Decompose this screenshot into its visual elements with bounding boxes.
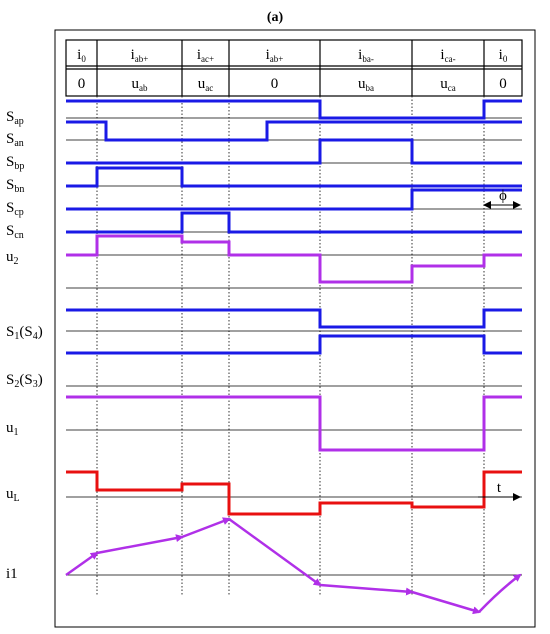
signal-label-sbp: Sbp [6, 154, 24, 172]
time-axis: t [478, 480, 521, 501]
interval-current-label: i0 [499, 47, 508, 64]
wave-i1-segment [228, 517, 322, 587]
outer-frame [54, 29, 536, 628]
interval-current-label: iac+ [197, 47, 214, 64]
wave-s2s3 [66, 334, 522, 355]
interval-voltage-label: 0 [499, 76, 507, 92]
header-border [65, 39, 523, 97]
phase-annotation: ϕ [483, 188, 521, 209]
interval-current-label: iba- [358, 47, 374, 64]
signal-label-s1s4: S1(S4) [6, 324, 43, 342]
interval-voltage-label: uab [132, 76, 148, 93]
wave-scn [66, 211, 522, 234]
wave-i1-segment [181, 517, 231, 539]
wave-u2 [66, 234, 522, 284]
signal-label-i1: i1 [6, 566, 18, 582]
signal-label-sbn: Sbn [6, 177, 24, 195]
interval-voltage-label: uba [358, 76, 374, 93]
header-table: i0 0 iab+ uab iac+ uac iab+ 0 iba-uba ica-uca i0 0 [65, 39, 523, 97]
signal-label-ul: uL [6, 486, 20, 504]
signal-label-san: San [6, 131, 24, 149]
phase-symbol: ϕ [499, 188, 507, 204]
wave-sap [66, 99, 522, 120]
wave-sbn [66, 166, 522, 188]
wave-san [66, 120, 522, 142]
signal-label-u1: u1 [6, 420, 19, 438]
interval-voltage-label: 0 [78, 76, 86, 92]
wave-i1-segment [96, 534, 184, 555]
signal-labels: Sap San Sbp Sbn Scp Scn u2 S1(S4) S2(S3) u1 uL i1 [6, 109, 43, 582]
wave-s1s4 [66, 308, 522, 329]
interval-current-label: iab+ [266, 47, 284, 64]
figure-label: (a) [267, 10, 284, 25]
interval-current-label: i0 [77, 47, 86, 64]
wave-i1-segment [478, 573, 522, 613]
wave-scp [66, 188, 522, 211]
wave-sbp [66, 138, 522, 165]
wave-i1-segment [411, 590, 481, 615]
time-label: t [497, 480, 502, 496]
waveforms [65, 99, 522, 615]
wave-i1-segment [319, 583, 414, 596]
wave-ul [66, 470, 522, 516]
wave-u1 [66, 395, 522, 452]
signal-label-scp: Scp [6, 200, 24, 218]
interval-voltage-label: uac [198, 76, 214, 93]
time-division-lines [96, 96, 485, 595]
interval-voltage-label: uca [440, 76, 456, 93]
interval-voltage-label: 0 [271, 76, 279, 92]
signal-label-scn: Scn [6, 223, 24, 241]
signal-label-u2: u2 [6, 249, 19, 267]
signal-label-sap: Sap [6, 109, 24, 127]
interval-current-label: ica- [440, 47, 455, 64]
wave-i1-segment [65, 551, 99, 577]
signal-label-s2s3: S2(S3) [6, 372, 43, 390]
interval-current-label: iab+ [131, 47, 149, 64]
